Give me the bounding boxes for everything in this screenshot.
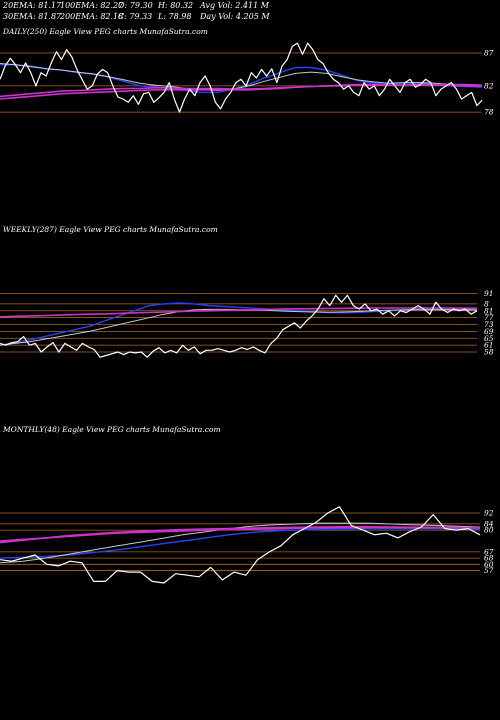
header-close: C: 79.33 <box>118 12 152 21</box>
monthly-price-line <box>0 506 481 584</box>
monthly-ema-fast-line <box>0 527 481 559</box>
weekly-tick-label: 58 <box>484 348 494 357</box>
daily-tick-label: 87 <box>484 49 494 58</box>
header-30ema: 30EMA: 81.87 <box>3 12 62 21</box>
header-200ema: 200EMA: 82.18 <box>59 12 123 21</box>
weekly-tick-label: 73 <box>484 320 494 329</box>
weekly-tick-label: 61 <box>484 341 494 350</box>
daily-panel: 87 82 78 <box>0 42 494 117</box>
daily-tick-label: 78 <box>484 108 494 117</box>
daily-ema-slow-line <box>0 83 483 98</box>
daily-price-line <box>0 42 483 113</box>
weekly-ema-slow-line <box>0 307 477 318</box>
weekly-tick-label: 91 <box>484 289 494 298</box>
header-stats: 20EMA: 81.17 30EMA: 81.87 100EMA: 82.27 … <box>2 1 270 21</box>
monthly-panel-title: MONTHLY(48) Eagle View PEG charts Munafa… <box>2 425 221 434</box>
monthly-tick-label: 84 <box>484 519 494 528</box>
header-20ema: 20EMA: 81.17 <box>2 1 62 10</box>
monthly-tick-label: 80 <box>484 526 494 535</box>
header-day-volume: Day Vol: 4.205 M <box>199 12 270 21</box>
header-100ema: 100EMA: 82.27 <box>60 1 124 10</box>
weekly-tick-label: 77 <box>484 313 494 322</box>
weekly-tick-label: 81 <box>484 306 494 315</box>
monthly-tick-label: 68 <box>484 554 494 563</box>
header-avg-volume: Avg Vol: 2.411 M <box>199 1 270 10</box>
header-open: O: 79.30 <box>118 1 153 10</box>
monthly-tick-label: 67 <box>484 547 494 556</box>
daily-panel-title: DAILY(250) Eagle View PEG charts MunafaS… <box>2 27 208 36</box>
weekly-panel-title: WEEKLY(287) Eagle View PEG charts Munafa… <box>3 225 218 234</box>
daily-tick-label: 82 <box>484 81 494 90</box>
monthly-tick-label: 92 <box>484 509 494 518</box>
weekly-tick-label: 65 <box>484 334 494 343</box>
monthly-ema-mid-line <box>0 522 481 564</box>
weekly-tick-label: 8 <box>484 299 489 308</box>
header-low: L: 78.98 <box>157 12 191 21</box>
weekly-tick-label: 69 <box>484 327 494 336</box>
header-high: H: 80.32 <box>157 1 193 10</box>
weekly-price-line <box>0 294 478 358</box>
monthly-tick-label: 57 <box>484 566 494 575</box>
monthly-ema-slow-line <box>0 525 481 544</box>
monthly-tick-label: 60 <box>484 560 494 569</box>
daily-ema-mid-line <box>0 63 483 91</box>
